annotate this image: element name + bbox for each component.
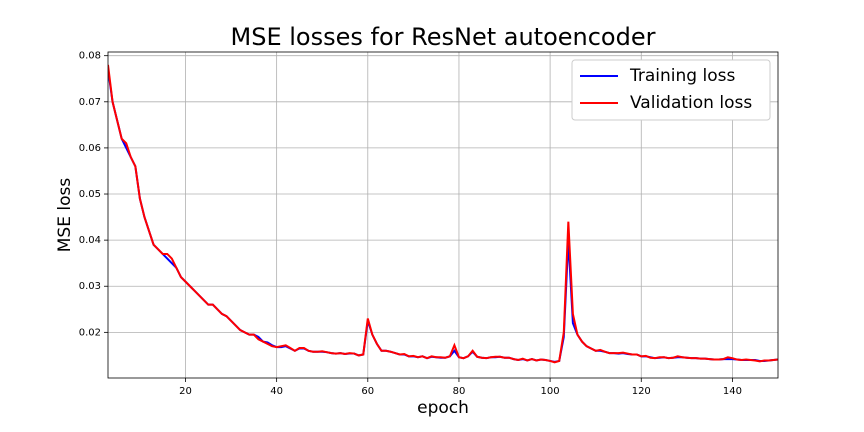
y-tick-label: 0.04 (79, 235, 101, 246)
legend-label: Training loss (629, 66, 735, 86)
legend-box (571, 59, 771, 121)
y-tick-label: 0.08 (79, 51, 101, 62)
x-tick-label: 80 (453, 386, 466, 397)
y-tick-label: 0.03 (79, 281, 101, 292)
x-tick-label: 100 (541, 386, 560, 397)
y-tick-label: 0.07 (79, 97, 101, 108)
x-tick-label: 140 (723, 386, 742, 397)
data-line (108, 64, 778, 364)
y-tick-label: 0.05 (79, 189, 101, 200)
x-tick-label: 40 (270, 386, 283, 397)
y-tick-label: 0.02 (79, 327, 101, 338)
y-tick-label: 0.06 (79, 143, 101, 154)
chart-title: MSE losses for ResNet autoencoder (231, 23, 656, 51)
legend-label: Validation loss (630, 93, 752, 113)
y-axis-label: MSE loss (55, 178, 75, 253)
plot-frame (107, 51, 779, 379)
x-tick-label: 20 (179, 386, 192, 397)
x-tick-label: 60 (361, 386, 374, 397)
x-tick-label: 120 (632, 386, 651, 397)
x-axis-label: epoch (417, 398, 469, 418)
